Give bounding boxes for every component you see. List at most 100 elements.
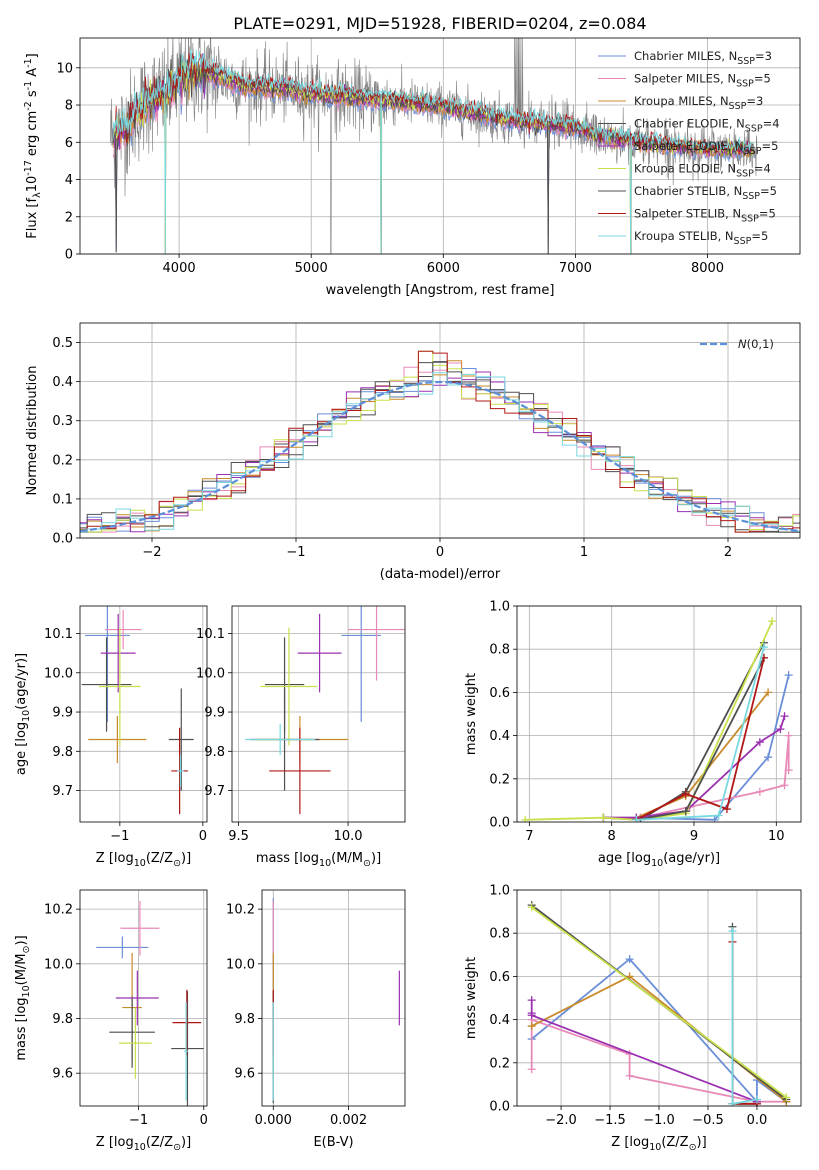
y-tick-label: 9.8	[52, 745, 73, 760]
x-tick-label: 0.0	[747, 1113, 768, 1128]
plus-marker	[776, 725, 785, 734]
legend-entry: Salpeter ELODIE, NSSP​=5	[634, 139, 778, 157]
plus-marker	[759, 643, 768, 652]
legend: Chabrier MILES, NSSP​=3 Salpeter MILES, N…	[598, 49, 780, 247]
x-tick-label: 2	[724, 545, 732, 560]
x-axis-label: E(B-V)	[313, 1135, 353, 1150]
plus-marker	[625, 1071, 634, 1080]
plot-area	[96, 900, 204, 1106]
y-tick-label: 0	[65, 248, 73, 263]
y-tick-label: 0.4	[489, 1013, 510, 1028]
y-tick-label: 0.0	[489, 816, 510, 831]
y-tick-label: 9.9	[52, 706, 73, 721]
axes-overlay: 0.000 0.002 9.6 9.8 10.0 10.2 E(B-V)	[226, 889, 406, 1150]
errorbar-point	[348, 606, 405, 681]
y-tick-label: 10.0	[226, 957, 255, 972]
axes-overlay: −1 0 9.6 9.8 10.0 10.2 Z [log10​(Z/Z⊙​)] mass […	[14, 889, 208, 1153]
x-tick-label: 4000	[163, 261, 196, 276]
y-tick-label: 0.1	[52, 492, 73, 507]
errorbar-point	[120, 900, 160, 956]
axes-overlay: 4000 5000 6000 7000 8000 0 2 4 6 8 10 wavelength [A…	[23, 37, 801, 298]
panel-mass-vs-Z: −1 0 9.6 9.8 10.0 10.2 Z [log10​(Z/Z⊙​)] mass […	[14, 889, 208, 1153]
y-axis-label: mass weight	[464, 673, 479, 755]
legend-entry: Kroupa ELODIE, NSSP​=4	[634, 162, 771, 180]
axes-frame	[231, 605, 406, 823]
mass-weight-series	[603, 642, 765, 821]
y-tick-label: 9.6	[234, 1067, 255, 1082]
y-tick-label: 10	[56, 61, 73, 76]
plus-marker	[768, 617, 777, 626]
axes-overlay: 7 8 9 10 0.0 0.2 0.4 0.6 0.8 1.0 age [log10​(age/y…	[464, 600, 802, 869]
plot-area	[80, 350, 800, 533]
x-tick-label: 8000	[691, 261, 724, 276]
y-tick-label: 0.0	[489, 1100, 510, 1115]
x-tick-label: −2.0	[545, 1113, 577, 1128]
plot-area	[81, 606, 194, 815]
x-axis-label: mass [log10​(M/M⊙​)]	[256, 851, 381, 869]
y-tick-label: 0.4	[52, 375, 73, 390]
panel-mw-vs-Z: −2.0 −1.5 −1.0 −0.5 0.0 0.0 0.2 0.4 0.6 0.8 1.0 Z […	[464, 884, 802, 1153]
model-spectrum-line	[112, 49, 754, 254]
residual-histogram-step	[80, 371, 800, 533]
plot-area	[110, 38, 758, 254]
model-spectrum-line	[112, 54, 754, 254]
x-tick-label: 10.0	[334, 829, 363, 844]
x-tick-label: 5000	[295, 261, 328, 276]
x-axis-label: Z [log10​(Z/Z⊙​)]	[611, 1135, 706, 1153]
y-tick-label: 9.8	[204, 745, 225, 760]
panel-spectrum: 4000 5000 6000 7000 8000 0 2 4 6 8 10 wavelength [A…	[23, 37, 801, 298]
plus-marker	[752, 1095, 761, 1104]
y-axis-label: mass weight	[464, 957, 479, 1039]
panel-age-vs-Z: −1 0 9.7 9.8 9.9 10.0 10.1 Z [log10​(Z/Z⊙​)] age…	[14, 605, 208, 869]
plot-area	[521, 617, 793, 822]
y-tick-label: 0.5	[52, 336, 73, 351]
x-tick-label: −1	[129, 1113, 148, 1128]
x-axis-label: Z [log10​(Z/Z⊙​)]	[96, 851, 191, 869]
x-axis-label: (data-model)/error	[380, 567, 501, 582]
errorbar-point	[119, 1007, 152, 1079]
y-tick-label: 1.0	[489, 600, 510, 615]
x-tick-label: −1.0	[643, 1113, 675, 1128]
panel-mass-vs-ebv: 0.000 0.002 9.6 9.8 10.0 10.2 E(B-V)	[226, 889, 406, 1150]
errorbar-point	[260, 627, 318, 746]
x-tick-label: 7	[525, 829, 533, 844]
plus-marker	[681, 789, 690, 798]
legend-entry: Chabrier MILES, NSSP​=3	[634, 49, 772, 67]
x-tick-label: 0	[436, 545, 444, 560]
x-tick-label: −2	[142, 545, 161, 560]
axes-frame	[79, 605, 208, 823]
errorbar-point	[245, 723, 316, 756]
mass-weight-series	[525, 620, 774, 821]
plus-marker	[521, 815, 530, 822]
x-tick-label: 7000	[559, 261, 592, 276]
plus-marker	[632, 815, 641, 822]
axes-frame	[261, 889, 406, 1107]
y-tick-label: 4	[65, 173, 73, 188]
plus-marker	[728, 927, 737, 936]
legend-entry: Chabrier STELIB, NSSP​=5	[634, 184, 777, 202]
errorbar-point	[99, 627, 141, 746]
figure-title: PLATE=0291, MJD=51928, FIBERID=0204, z=0…	[233, 14, 646, 33]
y-tick-label: 0.2	[489, 772, 510, 787]
errorbar-point	[172, 989, 202, 1056]
y-tick-label: 0.0	[52, 532, 73, 547]
panel-residuals: −2 −1 0 1 2 0.0 0.1 0.2 0.3 0.4 0.5 (data-model)/er…	[25, 322, 801, 582]
y-tick-label: 9.7	[204, 784, 225, 799]
legend-entry: Kroupa STELIB, NSSP​=5	[634, 229, 768, 247]
y-tick-label: 9.6	[52, 1067, 73, 1082]
x-tick-label: −1.5	[594, 1113, 626, 1128]
y-axis-label: Flux [fλ​10-17​ erg cm-2​ s-1​ A-1​]	[23, 53, 43, 238]
plus-marker	[728, 1099, 737, 1106]
x-tick-label: 0.000	[255, 1113, 292, 1128]
mass-weight-series	[635, 657, 765, 821]
residual-histogram-step	[80, 372, 800, 533]
errorbar-point	[297, 613, 342, 693]
y-tick-label: 9.8	[234, 1012, 255, 1027]
plot-area	[527, 901, 791, 1106]
errorbar-point	[269, 727, 331, 815]
plus-marker	[780, 781, 789, 790]
y-tick-label: 10.1	[196, 627, 225, 642]
mass-weight-series	[531, 906, 787, 1099]
y-axis-label: age [log10​(age/yr)]	[14, 653, 32, 775]
